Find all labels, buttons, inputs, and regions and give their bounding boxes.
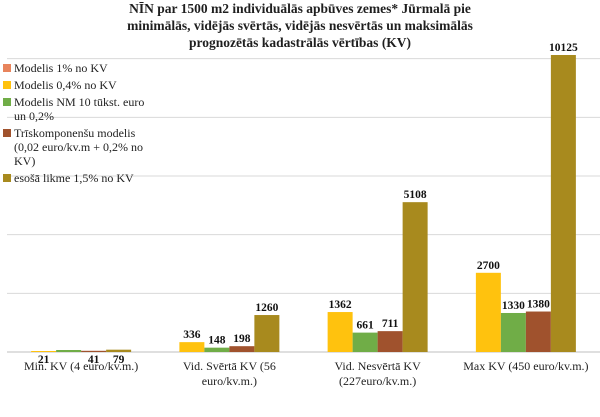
chart-title: NĪN par 1500 m2 individuālās apbūves zem… [127, 1, 473, 50]
chart-title-line: NĪN par 1500 m2 individuālās apbūves zem… [129, 1, 471, 16]
legend-label: Modelis 0,4% no KV [14, 78, 117, 92]
legend-label: esošā likme 1,5% no KV [14, 171, 134, 185]
bar-2-3 [377, 331, 403, 352]
chart-title-line: prognozētās kadastrālās vērtības (KV) [189, 35, 411, 50]
data-label: 10125 [549, 42, 578, 54]
bar-0-1 [31, 351, 57, 352]
data-label: 1330 [502, 300, 525, 312]
x-tick-label: (227euro/kv.m.) [339, 374, 416, 388]
data-label: 336 [183, 329, 201, 341]
bar-0-4 [106, 349, 132, 352]
bar-3-4 [550, 55, 576, 352]
x-tick-label: Vid. Nesvērtā KV [334, 359, 421, 373]
legend-label: KV) [14, 154, 35, 168]
bar-3-3 [525, 311, 551, 352]
bar-1-1 [179, 342, 205, 352]
bar-0-3 [81, 350, 107, 352]
data-label: 79 [113, 354, 125, 366]
x-tick-label: Min. KV (4 euro/kv.m.) [24, 359, 138, 373]
legend: Modelis 1% no KV Modelis 0,4% no KV Modeli… [3, 61, 144, 185]
legend-label: Trīskomponenšu modelis [14, 126, 136, 140]
data-label: 1380 [527, 299, 550, 311]
legend-swatch [3, 81, 11, 89]
data-label: 661 [357, 320, 375, 332]
legend-swatch [3, 64, 11, 72]
chart-title-line: minimālās, vidējās svērtās, vidējās nesv… [127, 18, 473, 33]
bar-2-2 [352, 332, 378, 352]
x-tick-label: Max KV (450 euro/kv.m.) [463, 359, 588, 373]
data-label: 5108 [404, 189, 427, 201]
bars [31, 55, 576, 352]
bar-1-2 [204, 347, 230, 352]
data-label: 1260 [255, 302, 278, 314]
legend-swatch [3, 129, 11, 137]
x-tick-label: Vid. Svērtā KV (56 [183, 359, 276, 373]
bar-3-2 [500, 312, 526, 352]
bar-2-4 [402, 202, 428, 352]
bar-1-4 [254, 315, 280, 352]
data-label: 711 [382, 318, 399, 330]
legend-label: Modelis NM 10 tūkst. euro [14, 95, 144, 109]
legend-label: un 0,2% [14, 109, 54, 123]
legend-swatch [3, 98, 11, 106]
data-label: 148 [208, 335, 226, 347]
bar-2-1 [327, 312, 353, 352]
legend-label: Modelis 1% no KV [14, 61, 108, 75]
data-label: 21 [38, 354, 50, 366]
bar-1-3 [229, 346, 255, 352]
x-tick-label: euro/kv.m.) [202, 374, 257, 388]
data-label: 198 [233, 333, 251, 345]
legend-swatch [3, 174, 11, 182]
bar-0-2 [56, 350, 82, 352]
legend-label: (0,02 euro/kv.m + 0,2% no [14, 140, 143, 154]
data-label: 41 [88, 354, 100, 366]
x-tick-labels: Min. KV (4 euro/kv.m.) Vid. Svērtā KV (56… [24, 359, 589, 388]
data-label: 2700 [477, 260, 500, 272]
data-labels: 21 41 79 336 148 198 1260 1362 661 711 5108 2700 133… [38, 42, 578, 366]
data-label: 1362 [329, 299, 352, 311]
bar-3-1 [475, 272, 501, 352]
